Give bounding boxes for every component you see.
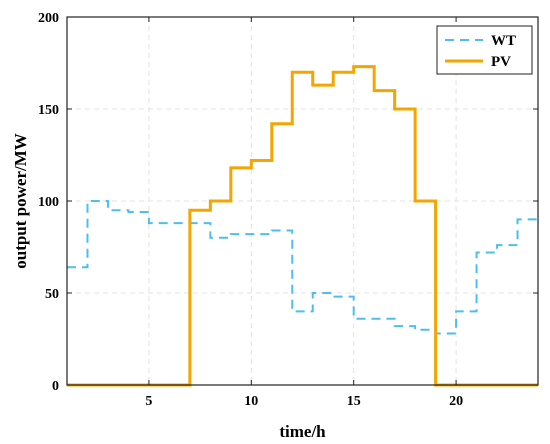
y-tick-label: 200 — [38, 11, 59, 26]
legend-label-pv: PV — [491, 54, 511, 70]
y-tick-label: 0 — [52, 379, 59, 394]
x-tick-label: 5 — [145, 394, 152, 409]
series-layer — [67, 65, 538, 387]
legend: WT PV — [436, 25, 533, 75]
y-tick-label: 150 — [38, 103, 59, 118]
series-line-wt — [67, 200, 538, 335]
y-tick-label: 50 — [45, 287, 59, 302]
y-axis-label: output power/MW — [11, 133, 30, 269]
x-tick-label: 20 — [449, 394, 463, 409]
x-tick-label: 10 — [244, 394, 258, 409]
legend-label-wt: WT — [491, 33, 516, 49]
legend-box — [436, 25, 533, 75]
y-tick-label: 100 — [38, 195, 59, 210]
x-tick-label: 15 — [347, 394, 361, 409]
x-axis-label: time/h — [279, 422, 326, 441]
series-line-pv — [67, 65, 538, 387]
